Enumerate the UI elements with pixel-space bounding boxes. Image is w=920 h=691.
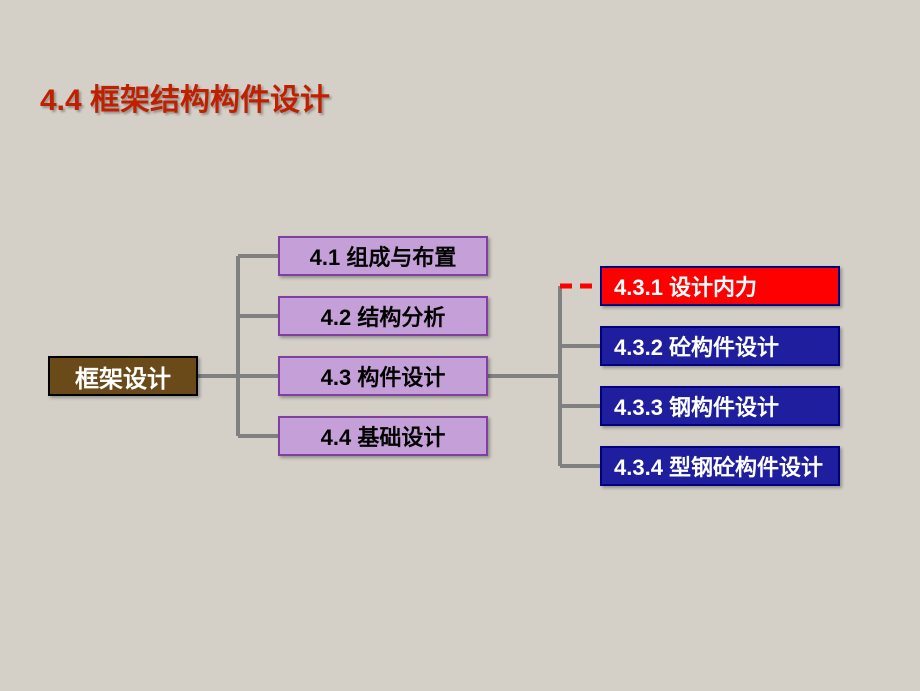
node-41-label: 4.1 组成与布置 xyxy=(310,240,457,272)
node-root-label: 框架设计 xyxy=(75,359,171,394)
node-434-label: 4.3.4 型钢砼构件设计 xyxy=(614,450,823,482)
node-44-label: 4.4 基础设计 xyxy=(321,420,446,452)
node-433-label: 4.3.3 钢构件设计 xyxy=(614,390,779,422)
node-431: 4.3.1 设计内力 xyxy=(600,266,840,306)
node-43-label: 4.3 构件设计 xyxy=(321,360,446,392)
node-44: 4.4 基础设计 xyxy=(278,416,488,456)
node-42-label: 4.2 结构分析 xyxy=(321,300,446,332)
node-434: 4.3.4 型钢砼构件设计 xyxy=(600,446,840,486)
node-root: 框架设计 xyxy=(48,356,198,396)
page-title: 4.4 框架结构构件设计 xyxy=(40,75,330,119)
node-432: 4.3.2 砼构件设计 xyxy=(600,326,840,366)
node-41: 4.1 组成与布置 xyxy=(278,236,488,276)
node-433: 4.3.3 钢构件设计 xyxy=(600,386,840,426)
node-43: 4.3 构件设计 xyxy=(278,356,488,396)
node-42: 4.2 结构分析 xyxy=(278,296,488,336)
node-432-label: 4.3.2 砼构件设计 xyxy=(614,330,779,362)
node-431-label: 4.3.1 设计内力 xyxy=(614,270,757,302)
